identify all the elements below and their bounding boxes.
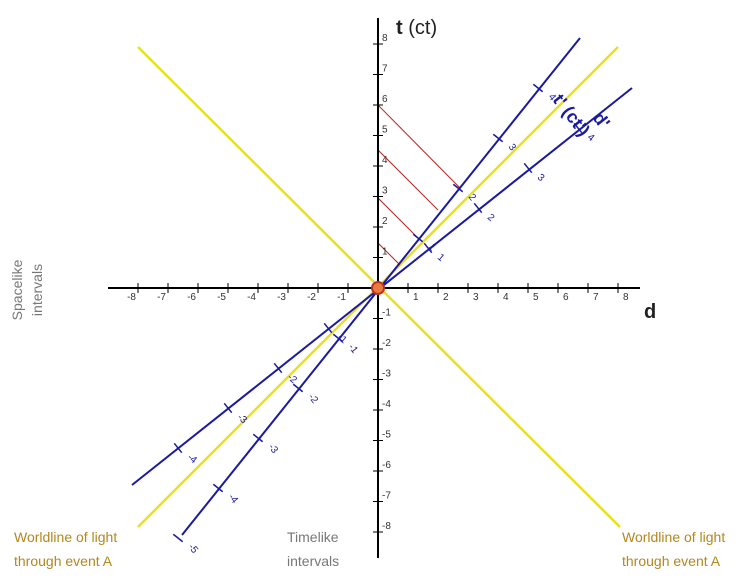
d-tick-label: -8 bbox=[127, 292, 136, 303]
t-prime-tick-label: -1 bbox=[346, 342, 360, 356]
t-prime-tick-label: 4 bbox=[546, 92, 558, 104]
d-tick-label: -1 bbox=[337, 292, 346, 303]
d-prime-tick bbox=[223, 402, 233, 414]
d-tick-label: -5 bbox=[217, 292, 226, 303]
t-tick-label: 1 bbox=[382, 247, 388, 258]
text-line: Worldline of light bbox=[622, 529, 725, 545]
d-prime-tick bbox=[423, 242, 433, 254]
t-unit: (ct) bbox=[408, 17, 437, 39]
d-tick-label: -3 bbox=[277, 292, 286, 303]
t-tick-label: 6 bbox=[382, 94, 388, 105]
t-tick-label: -5 bbox=[382, 430, 391, 441]
d-prime-tick bbox=[273, 362, 283, 374]
t-prime-tick bbox=[492, 133, 504, 143]
text-line: intervals bbox=[29, 264, 45, 316]
d-prime-tick bbox=[573, 122, 583, 134]
red-line bbox=[377, 242, 401, 266]
text-line: Spacelike bbox=[9, 259, 25, 320]
d-tick-label: 8 bbox=[623, 292, 629, 303]
t-prime-tick-label: -2 bbox=[306, 392, 320, 406]
d-tick-label: 6 bbox=[563, 292, 569, 303]
d-tick-label: 3 bbox=[473, 292, 479, 303]
timelike-label: Timelike intervals bbox=[287, 529, 339, 569]
t-prime-tick-label: -4 bbox=[226, 492, 240, 506]
t-prime-tick bbox=[212, 483, 224, 493]
light-right-label: Worldline of light through event A bbox=[622, 529, 725, 569]
t-tick-label: -2 bbox=[382, 338, 391, 349]
d-prime-tick-label: 1 bbox=[435, 252, 447, 264]
d-tick-label: 5 bbox=[533, 292, 539, 303]
d-prime-tick-label: 2 bbox=[485, 212, 497, 224]
d-prime-tick-label: 4 bbox=[585, 132, 597, 144]
t-tick-label: 5 bbox=[382, 125, 388, 136]
event-a bbox=[371, 281, 385, 295]
t-prime-tick-label: 2 bbox=[466, 192, 478, 204]
t-tick-label: 7 bbox=[382, 64, 388, 75]
t-prime-tick-label: -5 bbox=[186, 542, 200, 556]
text-line: through event A bbox=[14, 553, 113, 569]
d-prime-tick-label: 3 bbox=[535, 172, 547, 184]
t-tick-label: -3 bbox=[382, 369, 391, 380]
d-tick-label: -6 bbox=[187, 292, 196, 303]
red-line bbox=[377, 104, 461, 189]
t-tick-label: 2 bbox=[382, 216, 388, 227]
text-line: intervals bbox=[287, 553, 339, 569]
spacelike-label: Spacelike intervals bbox=[9, 259, 45, 320]
t-tick-label: -4 bbox=[382, 399, 391, 410]
d-prime-label: d' bbox=[589, 108, 614, 132]
d-prime-tick bbox=[473, 202, 483, 214]
d-tick-label: -7 bbox=[157, 292, 166, 303]
d-tick-label: -4 bbox=[247, 292, 256, 303]
text-line: Timelike bbox=[287, 529, 339, 545]
d-tick-label: 4 bbox=[503, 292, 509, 303]
text-line: Worldline of light bbox=[14, 529, 117, 545]
d-label: d bbox=[644, 301, 656, 323]
text-line: through event A bbox=[622, 553, 721, 569]
red-line bbox=[377, 149, 439, 211]
d-prime-tick-label: -2 bbox=[285, 372, 299, 386]
d-prime-tick bbox=[173, 442, 183, 454]
light-left-label: Worldline of light through event A bbox=[14, 529, 117, 569]
t-prime-tick-label: 3 bbox=[506, 142, 518, 154]
t-prime-tick bbox=[172, 533, 184, 543]
t-prime-tick bbox=[332, 333, 344, 343]
t-tick-label: 8 bbox=[382, 33, 388, 44]
t-prime-tick-label: -3 bbox=[266, 442, 280, 456]
t-axis-title: t (ct) bbox=[396, 17, 437, 39]
d-tick-label: 2 bbox=[443, 292, 449, 303]
red-line bbox=[377, 197, 421, 241]
d-prime-tick-label: -4 bbox=[185, 452, 199, 466]
t-tick-label: -8 bbox=[382, 521, 391, 532]
t-tick-label: -6 bbox=[382, 460, 391, 471]
t-tick-label: 3 bbox=[382, 186, 388, 197]
t-prime-tick bbox=[412, 233, 424, 243]
d-tick-label: 1 bbox=[413, 292, 419, 303]
d-prime-tick-label: -3 bbox=[235, 412, 249, 426]
t-prime-tick-label: 1 bbox=[426, 242, 438, 254]
t-prime-tick bbox=[252, 433, 264, 443]
t-tick-label: -7 bbox=[382, 491, 391, 502]
d-prime-tick bbox=[523, 162, 533, 174]
t-tick-label: 4 bbox=[382, 155, 388, 166]
d-tick-label: -2 bbox=[307, 292, 316, 303]
d-prime-tick bbox=[323, 322, 333, 334]
d-prime-tick-label: -1 bbox=[335, 332, 349, 346]
t-prime-tick bbox=[452, 183, 464, 193]
t-prime-tick bbox=[532, 83, 544, 93]
t-label: t bbox=[396, 17, 403, 39]
d-tick-label: 7 bbox=[593, 292, 599, 303]
t-prime-tick bbox=[292, 383, 304, 393]
t-tick-label: -1 bbox=[382, 308, 391, 319]
